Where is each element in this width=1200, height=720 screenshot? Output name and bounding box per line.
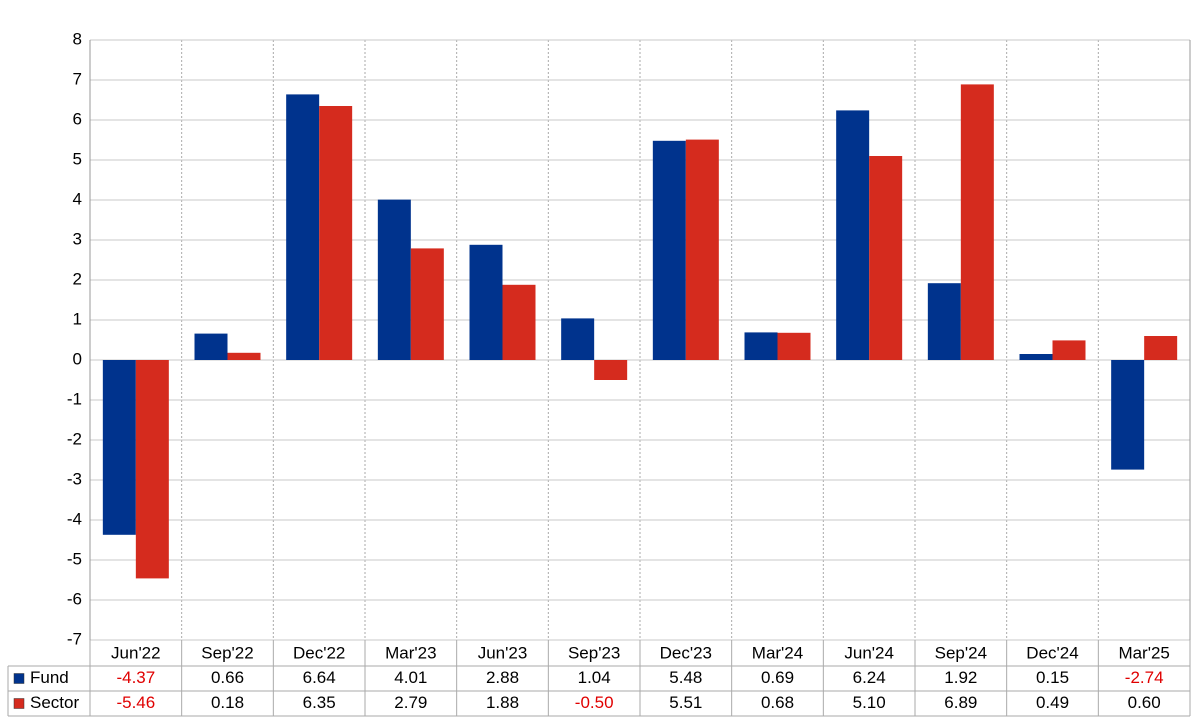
y-tick-label: -7 — [67, 629, 82, 648]
bar — [1052, 340, 1086, 360]
table-value: 1.88 — [486, 693, 519, 712]
legend-label: Fund — [30, 668, 69, 687]
table-value: -0.50 — [575, 693, 614, 712]
table-value: 0.69 — [761, 668, 794, 687]
y-tick-label: -1 — [67, 389, 82, 408]
y-tick-label: 0 — [73, 349, 82, 368]
y-tick-label: 2 — [73, 269, 82, 288]
table-value: 6.35 — [303, 693, 336, 712]
table-value: 5.48 — [669, 668, 702, 687]
table-value: 5.51 — [669, 693, 702, 712]
y-tick-label: 6 — [73, 109, 82, 128]
bar — [561, 318, 595, 360]
table-value: 5.10 — [853, 693, 886, 712]
table-value: -4.37 — [116, 668, 155, 687]
y-tick-label: -4 — [67, 509, 82, 528]
bar — [377, 199, 411, 360]
bar — [286, 94, 320, 361]
y-tick-label: 7 — [73, 69, 82, 88]
legend-label: Sector — [30, 693, 79, 712]
y-tick-label: 1 — [73, 309, 82, 328]
x-tick-label: Sep'22 — [201, 643, 253, 662]
table-value: 0.15 — [1036, 668, 1069, 687]
table-value: 0.66 — [211, 668, 244, 687]
table-value: 0.68 — [761, 693, 794, 712]
bar — [319, 106, 353, 360]
table-value: -5.46 — [116, 693, 155, 712]
table-value: 2.88 — [486, 668, 519, 687]
x-tick-label: Mar'24 — [752, 643, 803, 662]
bar — [777, 332, 811, 360]
table-value: 0.49 — [1036, 693, 1069, 712]
table-value: 1.92 — [944, 668, 977, 687]
bar — [502, 284, 536, 360]
table-value: 2.79 — [394, 693, 427, 712]
x-tick-label: Mar'23 — [385, 643, 436, 662]
x-tick-label: Mar'25 — [1118, 643, 1169, 662]
table-value: 4.01 — [394, 668, 427, 687]
table-value: 6.64 — [303, 668, 336, 687]
y-tick-label: -5 — [67, 549, 82, 568]
bar — [227, 352, 261, 360]
table-value: 0.60 — [1128, 693, 1161, 712]
bar — [1111, 360, 1145, 470]
x-tick-label: Sep'24 — [935, 643, 987, 662]
bar — [685, 139, 719, 360]
x-tick-label: Jun'24 — [844, 643, 894, 662]
bar — [927, 283, 961, 360]
bar — [594, 360, 628, 380]
x-tick-label: Jun'22 — [111, 643, 161, 662]
bar — [410, 248, 444, 360]
y-tick-label: -2 — [67, 429, 82, 448]
bar — [960, 84, 994, 361]
legend-swatch — [13, 673, 25, 684]
x-tick-label: Dec'23 — [660, 643, 712, 662]
y-tick-label: 4 — [73, 189, 82, 208]
y-tick-label: -6 — [67, 589, 82, 608]
y-tick-label: -3 — [67, 469, 82, 488]
x-tick-label: Dec'22 — [293, 643, 345, 662]
bar — [1019, 354, 1053, 360]
table-value: 0.18 — [211, 693, 244, 712]
legend-swatch — [13, 698, 25, 709]
table-value: 6.24 — [853, 668, 886, 687]
x-tick-label: Dec'24 — [1026, 643, 1078, 662]
y-tick-label: 5 — [73, 149, 82, 168]
bar — [102, 360, 136, 535]
y-tick-label: 3 — [73, 229, 82, 248]
y-tick-label: 8 — [73, 29, 82, 48]
bar — [869, 156, 903, 360]
table-value: -2.74 — [1125, 668, 1164, 687]
bar — [652, 140, 686, 360]
bar — [1144, 336, 1178, 360]
bar — [744, 332, 778, 360]
table-value: 6.89 — [944, 693, 977, 712]
bar — [135, 360, 169, 579]
x-tick-label: Jun'23 — [478, 643, 528, 662]
bar — [194, 333, 228, 360]
bar — [469, 244, 503, 360]
x-tick-label: Sep'23 — [568, 643, 620, 662]
table-value: 1.04 — [578, 668, 611, 687]
bar — [836, 110, 870, 361]
